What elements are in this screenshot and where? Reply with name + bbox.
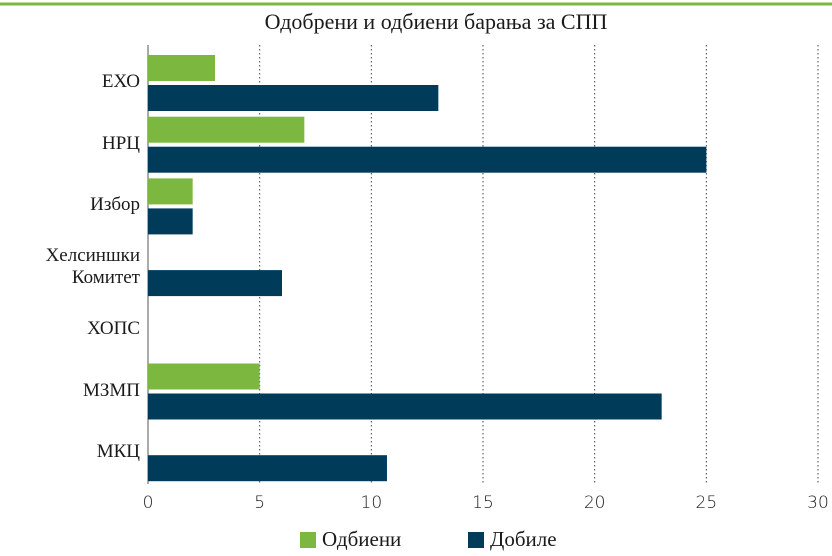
y-tick-label: Хелсиншки Комитет xyxy=(45,245,140,289)
x-tick-label: 10 xyxy=(361,493,383,513)
bar xyxy=(148,270,282,297)
bar xyxy=(148,178,193,205)
x-tick-label: 0 xyxy=(143,493,154,513)
bar xyxy=(148,116,305,143)
y-tick-label: ЕХО xyxy=(101,71,140,92)
legend-swatch xyxy=(300,532,316,548)
bar xyxy=(148,208,193,235)
legend-label: Одбиени xyxy=(322,527,401,551)
bar xyxy=(148,85,439,111)
bar xyxy=(148,455,387,482)
bar xyxy=(148,55,215,81)
x-tick-label: 5 xyxy=(254,493,265,513)
legend-swatch xyxy=(468,532,484,548)
legend-label: Добиле xyxy=(490,527,557,551)
y-tick-label: Избор xyxy=(90,194,140,216)
y-tick-label: ХОПС xyxy=(87,317,140,339)
chart-title: Одобрени и одбиени барања за СПП xyxy=(265,9,608,34)
bar xyxy=(148,393,662,420)
x-tick-label: 25 xyxy=(696,493,718,513)
bar xyxy=(148,146,707,173)
x-tick-label: 30 xyxy=(807,493,829,513)
y-tick-label: НРЦ xyxy=(101,132,140,154)
bar xyxy=(148,363,260,390)
x-tick-label: 20 xyxy=(584,493,606,513)
y-tick-label: МКЦ xyxy=(96,441,140,463)
x-tick-label: 15 xyxy=(472,493,494,513)
y-tick-label: МЗМП xyxy=(82,379,140,401)
